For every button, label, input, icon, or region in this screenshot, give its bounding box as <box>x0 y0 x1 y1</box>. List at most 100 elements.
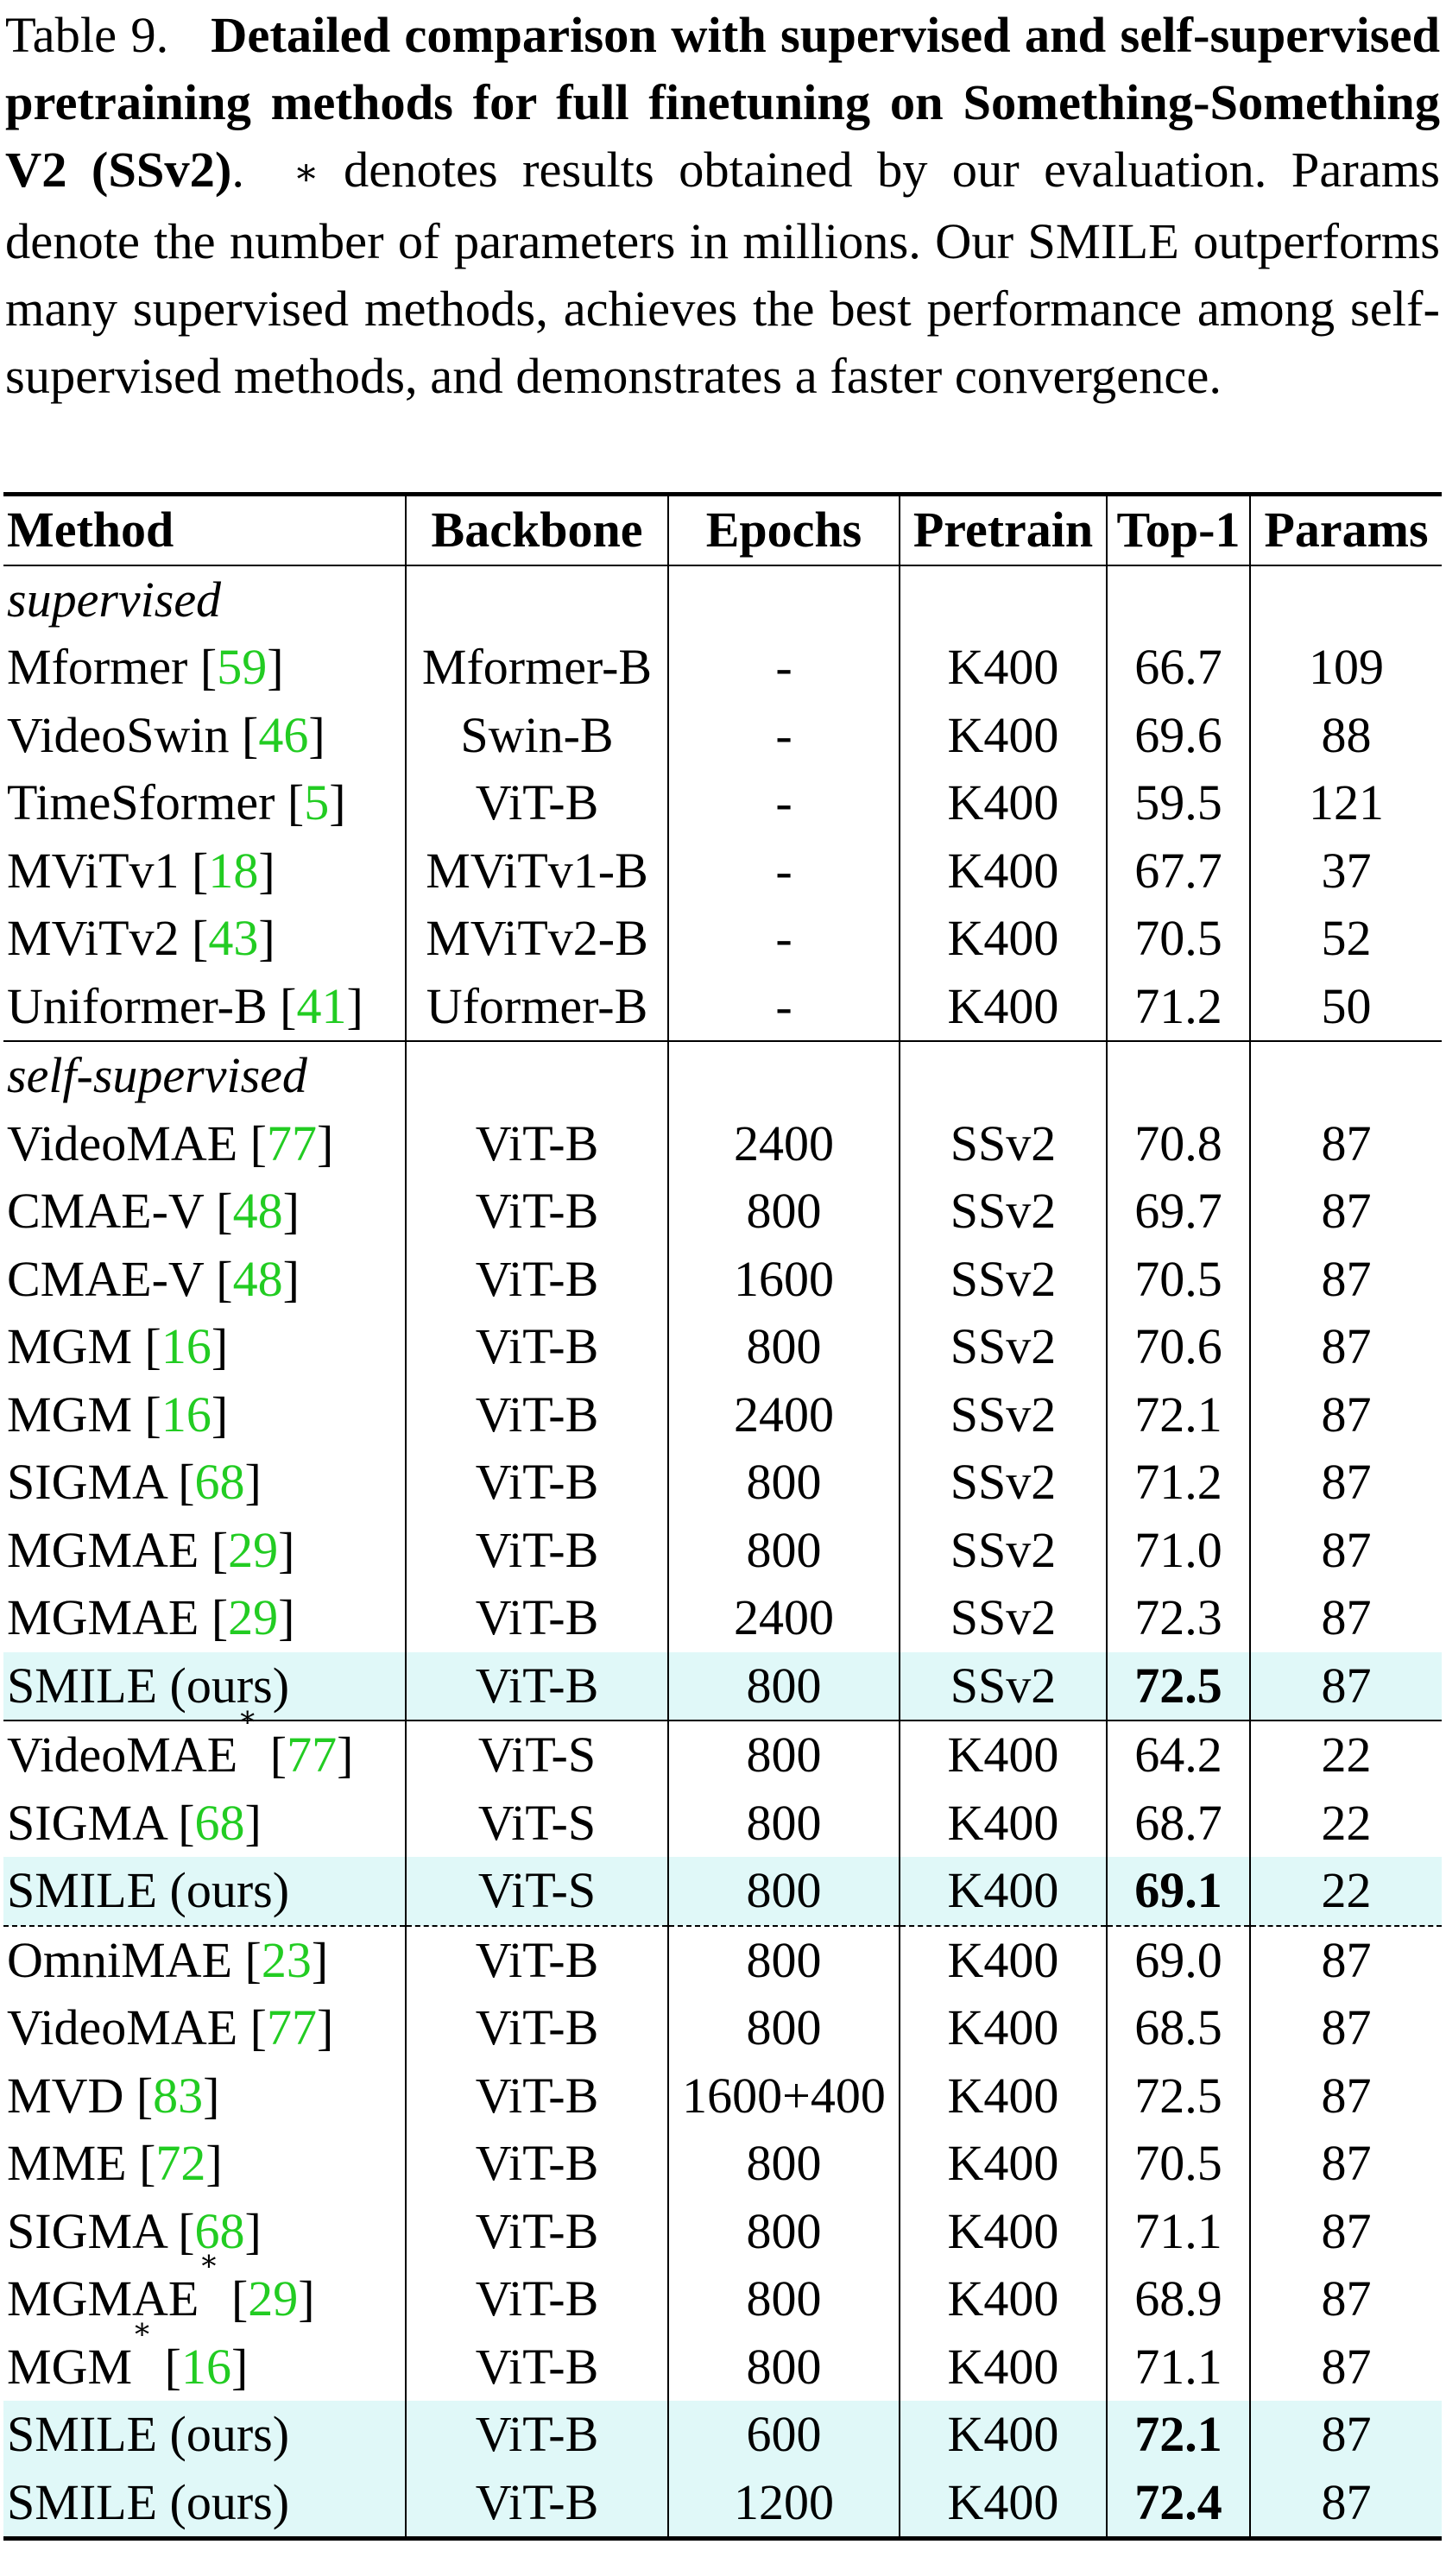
cell-epochs: 2400 <box>667 1380 900 1449</box>
cell-method: Uniformer-B [41] <box>7 977 363 1034</box>
citation-link[interactable]: 77 <box>266 1114 317 1171</box>
cell-params: 87 <box>1249 2265 1442 2333</box>
table-body: Method Backbone Epochs Pretrain Top-1 Pa… <box>3 492 1442 2541</box>
cell-backbone: ViT-S <box>405 1857 668 1926</box>
table-row: MViTv1 [18] MViTv1-B - K400 67.7 37 <box>3 837 1442 905</box>
cell-params: 87 <box>1249 1516 1442 1584</box>
empty-cell <box>667 565 900 634</box>
cell-pretrain: SSv2 <box>899 1178 1107 1246</box>
cell-method: MGMAE [29] <box>7 1521 295 1578</box>
method-name: CMAE-V <box>7 1250 204 1307</box>
cell-top1: 69.1 <box>1106 1857 1250 1926</box>
cell-method: TimeSformer [5] <box>7 774 346 830</box>
method-name: SIGMA <box>7 2202 166 2259</box>
table-row: MVD [83] ViT-B 1600+400 K400 72.5 87 <box>3 2061 1442 2130</box>
cell-method: SMILE (ours) <box>3 1857 406 1926</box>
cell-method: VideoMAE∗ [77] <box>3 1703 406 1790</box>
citation-link[interactable]: 16 <box>180 2338 231 2395</box>
citation-link[interactable]: 29 <box>228 1589 279 1645</box>
table-row: SIGMA [68] ViT-S 800 K400 68.7 22 <box>3 1789 1442 1857</box>
cell-backbone: ViT-B <box>405 1584 668 1652</box>
cell-method: SIGMA [68] <box>7 2202 262 2259</box>
header-row: Method Backbone Epochs Pretrain Top-1 Pa… <box>3 492 1442 566</box>
cell-pretrain: K400 <box>899 634 1107 702</box>
cell-params: 109 <box>1249 634 1442 702</box>
citation-link[interactable]: 72 <box>155 2135 206 2191</box>
cell-method: VideoMAE [77] <box>7 1114 334 1171</box>
cell-params: 87 <box>1249 2130 1442 2198</box>
cell-epochs: 800 <box>667 2130 900 2198</box>
citation-link[interactable]: 77 <box>266 1999 317 2055</box>
cell-epochs: 800 <box>667 1924 900 1994</box>
citation-link[interactable]: 48 <box>232 1183 283 1239</box>
cell-top1: 71.0 <box>1106 1516 1250 1584</box>
method-name: TimeSformer <box>7 774 275 830</box>
cell-epochs: - <box>667 837 900 905</box>
cell-backbone: ViT-B <box>405 1245 668 1313</box>
citation-link[interactable]: 41 <box>296 977 347 1034</box>
citation-link[interactable]: 18 <box>208 842 259 899</box>
citation-link[interactable]: 5 <box>304 774 330 830</box>
caption-label: Table 9. <box>5 7 169 63</box>
cell-method: VideoSwin [46] <box>7 706 325 763</box>
empty-cell <box>1106 1040 1250 1110</box>
cell-params: 87 <box>1249 1924 1442 1994</box>
cell-pretrain: SSv2 <box>899 1449 1107 1517</box>
citation-link[interactable]: 29 <box>248 2270 299 2327</box>
citation-link[interactable]: 29 <box>228 1521 279 1578</box>
cell-epochs: 800 <box>667 1789 900 1857</box>
citation-link[interactable]: 46 <box>258 706 309 763</box>
citation-link[interactable]: 68 <box>194 2202 245 2259</box>
citation-link[interactable]: 68 <box>194 1454 245 1510</box>
table-row: Mformer [59] Mformer-B - K400 66.7 109 <box>3 634 1442 702</box>
citation-link[interactable]: 83 <box>153 2067 204 2124</box>
cell-backbone: ViT-B <box>405 1994 668 2062</box>
citation-link[interactable]: 68 <box>194 1794 245 1851</box>
cell-backbone: ViT-B <box>405 1449 668 1517</box>
cell-backbone: MViTv1-B <box>405 837 668 905</box>
cell-method: Mformer [59] <box>7 639 284 695</box>
section-row-supervised: supervised <box>3 565 1442 634</box>
cell-pretrain: K400 <box>899 2197 1107 2265</box>
citation-link[interactable]: 23 <box>261 1931 312 1988</box>
method-name: SMILE (ours) <box>7 1657 290 1714</box>
cell-epochs: 800 <box>667 1857 900 1926</box>
citation-link[interactable]: 77 <box>287 1727 338 1783</box>
method-name: MGMAE <box>7 1589 199 1645</box>
cell-params: 87 <box>1249 1651 1442 1720</box>
cell-params: 87 <box>1249 2468 1442 2541</box>
empty-cell <box>1106 565 1250 634</box>
method-name: SIGMA <box>7 1454 166 1510</box>
cell-params: 87 <box>1249 1584 1442 1652</box>
cell-top1: 71.1 <box>1106 2333 1250 2401</box>
cell-epochs: 800 <box>667 1994 900 2062</box>
method-name: OmniMAE <box>7 1931 232 1988</box>
cell-params: 87 <box>1249 1994 1442 2062</box>
cell-backbone: ViT-S <box>405 1789 668 1857</box>
header-method: Method <box>3 492 406 566</box>
citation-link[interactable]: 43 <box>208 910 259 966</box>
cell-top1: 71.2 <box>1106 1449 1250 1517</box>
cell-epochs: 600 <box>667 2401 900 2469</box>
cell-method: CMAE-V [48] <box>7 1183 300 1239</box>
table-row: VideoMAE∗ [77] ViT-S 800 K400 64.2 22 <box>3 1703 1442 1790</box>
cell-pretrain: SSv2 <box>899 1245 1107 1313</box>
citation-link[interactable]: 16 <box>161 1318 212 1374</box>
cell-method: SIGMA [68] <box>7 1454 262 1510</box>
table-row: MGM [16] ViT-B 800 SSv2 70.6 87 <box>3 1313 1442 1381</box>
method-name: MGMAE <box>7 1521 199 1578</box>
cell-pretrain: K400 <box>899 1789 1107 1857</box>
cell-method: MGM [16] <box>7 1386 229 1443</box>
empty-cell <box>899 565 1107 634</box>
caption-title: Detailed comparison with supervised and … <box>5 7 1440 198</box>
citation-link[interactable]: 16 <box>161 1386 212 1443</box>
table-row: CMAE-V [48] ViT-B 800 SSv2 69.7 87 <box>3 1178 1442 1246</box>
citation-link[interactable]: 48 <box>232 1250 283 1307</box>
cell-pretrain: SSv2 <box>899 1584 1107 1652</box>
citation-link[interactable]: 59 <box>217 639 268 695</box>
cell-epochs: 800 <box>667 2197 900 2265</box>
method-name: MGMAE <box>7 2270 199 2327</box>
header-top1: Top-1 <box>1106 492 1250 566</box>
cell-method: MME [72] <box>7 2135 223 2191</box>
